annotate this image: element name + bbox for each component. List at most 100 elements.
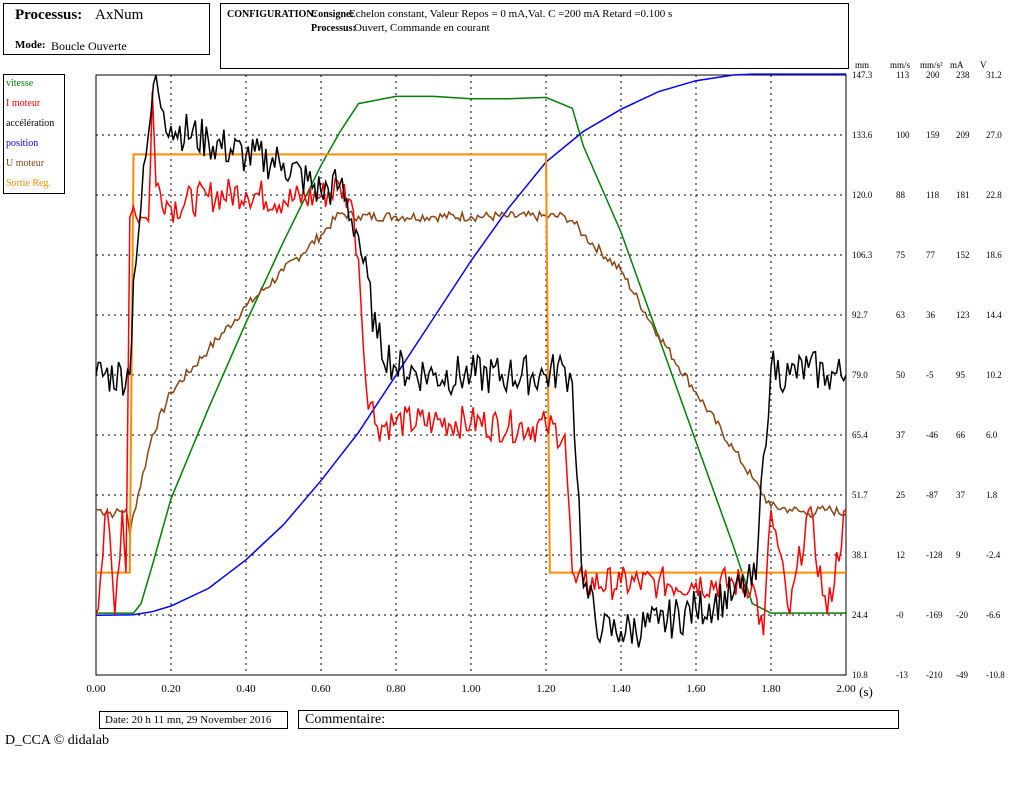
right-axis-tick-label: 37: [956, 490, 966, 500]
right-axis-tick-label: 66: [956, 430, 966, 440]
right-axis-tick-label: 51.7: [852, 490, 868, 500]
right-axis-tick-label: 209: [956, 130, 970, 140]
right-axis-unit: mm/s: [890, 60, 911, 70]
right-axis-tick-label: 181: [956, 190, 970, 200]
x-tick-label: 0.40: [236, 683, 256, 695]
series-line-u-moteur: [95, 209, 847, 536]
right-axis-tick-label: 77: [926, 250, 936, 260]
x-tick-label: 1.80: [761, 683, 781, 695]
right-axis-tick-label: 50: [896, 370, 906, 380]
right-axis-tick-label: 152: [956, 250, 970, 260]
right-axis-tick-label: -46: [926, 430, 938, 440]
right-axis-tick-label: 159: [926, 130, 940, 140]
right-axis-tick-label: 31.2: [986, 70, 1002, 80]
right-axis-unit: mm/s²: [920, 60, 943, 70]
processus-config-label: Processus:: [311, 23, 356, 34]
right-axis-tick-label: -5: [926, 370, 934, 380]
legend-item-acceleration: accélération: [6, 118, 55, 129]
consigne-label: Consigne:: [311, 9, 354, 20]
right-axis-tick-label: 36: [926, 310, 936, 320]
process-value: AxNum: [95, 7, 144, 23]
right-axis-unit: mm: [855, 60, 869, 70]
right-axis-tick-label: 95: [956, 370, 966, 380]
right-axis-tick-label: 88: [896, 190, 906, 200]
right-axis-unit: mA: [950, 60, 964, 70]
x-tick-label: 2.00: [836, 683, 856, 695]
series-line-position: [95, 73, 846, 616]
right-axis-tick-label: 63: [896, 310, 906, 320]
right-axis-tick-label: 200: [926, 70, 940, 80]
right-axis-tick-label: 75: [896, 250, 906, 260]
configuration-box: CONFIGURATION: Consigne: Echelon constan…: [220, 3, 849, 69]
right-axis-tick-label: -128: [926, 550, 943, 560]
legend-item-i-moteur: I moteur: [6, 98, 41, 109]
right-axis-tick-label: 27.0: [986, 130, 1002, 140]
right-axis-tick-label: 113: [896, 70, 910, 80]
right-axis-tick-label: 100: [896, 130, 910, 140]
right-axis-tick-label: 10.8: [852, 670, 868, 680]
right-axis-tick-label: -10.8: [986, 670, 1005, 680]
right-axis-tick-label: 14.4: [986, 310, 1002, 320]
right-axis-tick-label: -6.6: [986, 610, 1001, 620]
date-box: Date: 20 h 11 mn, 29 November 2016: [99, 711, 288, 729]
legend-item-position: position: [6, 138, 39, 149]
x-tick-label: 0.00: [86, 683, 106, 695]
process-label: Processus:: [15, 7, 83, 23]
right-axis-tick-label: -87: [926, 490, 938, 500]
right-axis-tick-label: -13: [896, 670, 908, 680]
right-axis-tick-label: -20: [956, 610, 968, 620]
right-axis-tick-label: 79.0: [852, 370, 868, 380]
right-axis-tick-label: -210: [926, 670, 943, 680]
right-axis-tick-label: 18.6: [986, 250, 1002, 260]
right-axis-tick-label: 37: [896, 430, 906, 440]
x-tick-label: 1.40: [611, 683, 631, 695]
series-line-acc-l-ration: [95, 74, 847, 648]
legend: vitesse I moteur accélération position U…: [3, 74, 65, 194]
right-axis-tick-label: 106.3: [852, 250, 873, 260]
consigne-value: Echelon constant, Valeur Repos = 0 mA,Va…: [349, 8, 673, 20]
right-axis-tick-label: 6.0: [986, 430, 998, 440]
x-tick-label: 0.80: [386, 683, 406, 695]
series-line-i-moteur: [95, 91, 847, 636]
mode-value: Boucle Ouverte: [51, 39, 127, 53]
right-axis-tick-label: 65.4: [852, 430, 868, 440]
right-axis-tick-label: -49: [956, 670, 968, 680]
comment-label: Commentaire:: [305, 712, 386, 727]
x-tick-label: 1.00: [461, 683, 481, 695]
mode-label: Mode:: [15, 39, 46, 51]
right-axis-tick-label: 238: [956, 70, 970, 80]
copyright-text: D_CCA © didalab: [5, 733, 109, 748]
time-response-chart: 0.00 0.20 0.40 0.60 0.80 1.00 1.20 1.40 1.60 1.80…: [86, 60, 1005, 699]
comment-field[interactable]: Commentaire:: [298, 710, 899, 729]
right-axis-tick-label: 25: [896, 490, 906, 500]
right-axis-tick-label: 12: [896, 550, 905, 560]
right-axis-tick-label: 38.1: [852, 550, 868, 560]
right-axis-tick-label: 10.2: [986, 370, 1002, 380]
right-axis-tick-label: 1.8: [986, 490, 998, 500]
configuration-label: CONFIGURATION:: [227, 9, 317, 20]
right-axis-tick-label: -2.4: [986, 550, 1001, 560]
legend-item-sortie-reg: Sortie Reg.: [6, 178, 51, 189]
right-axis-tick-label: 22.8: [986, 190, 1002, 200]
date-text: Date: 20 h 11 mn, 29 November 2016: [105, 714, 272, 726]
right-axis-tick-label: 9: [956, 550, 961, 560]
series-line-vitesse: [96, 95, 846, 614]
x-tick-label: 1.60: [686, 683, 706, 695]
right-axis-tick-label: 123: [956, 310, 970, 320]
x-tick-label: 0.20: [161, 683, 181, 695]
right-axis-tick-label: 92.7: [852, 310, 868, 320]
right-axis-tick-label: 133.6: [852, 130, 873, 140]
right-axis-unit: V: [980, 60, 987, 70]
x-tick-label: 1.20: [536, 683, 556, 695]
series-line-sortie-reg-: [96, 153, 846, 574]
right-axis-tick-label: -169: [926, 610, 943, 620]
x-axis-unit: (s): [859, 684, 873, 699]
processus-config-value: Ouvert, Commande en courant: [354, 22, 490, 34]
right-axis-tick-label: 24.4: [852, 610, 868, 620]
right-axis-tick-label: 120.0: [852, 190, 873, 200]
legend-item-u-moteur: U moteur: [6, 158, 45, 169]
x-tick-label: 0.60: [311, 683, 331, 695]
legend-item-vitesse: vitesse: [6, 78, 34, 89]
process-info-box: Processus: AxNum Mode: Boucle Ouverte: [3, 3, 210, 55]
right-axis-tick-label: -0: [896, 610, 904, 620]
